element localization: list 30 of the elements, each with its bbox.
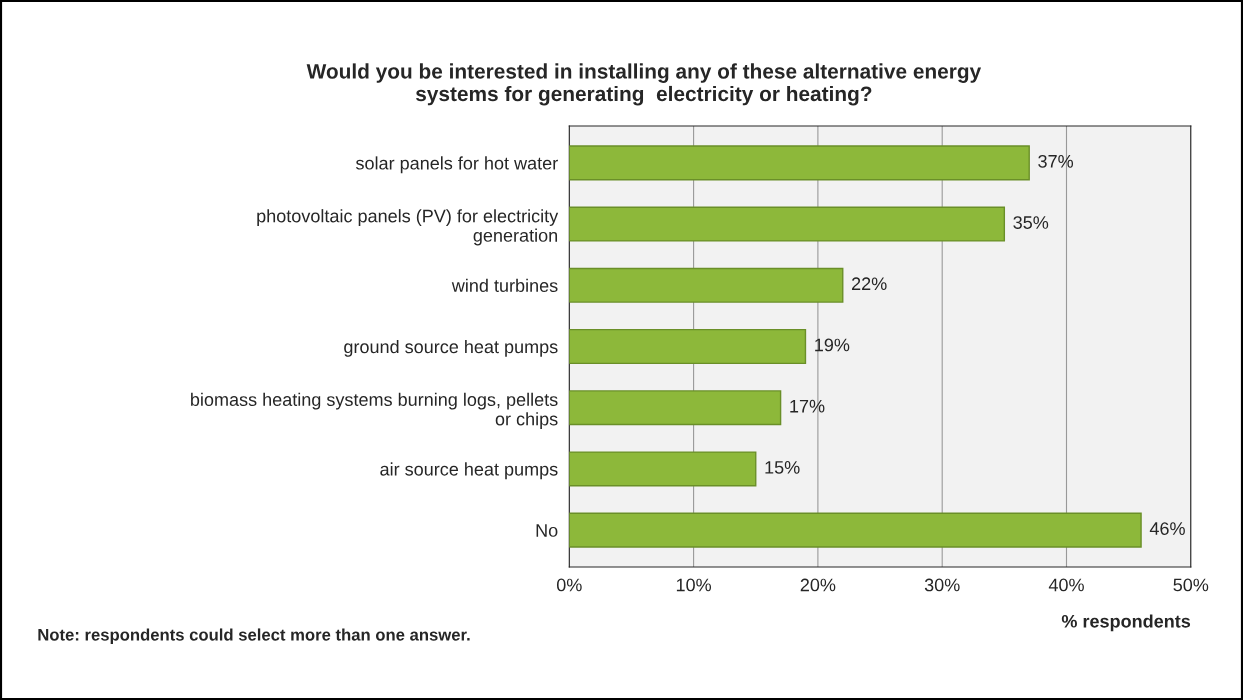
data-label: 17% (790, 399, 825, 413)
bar (569, 328, 807, 365)
x-tick-label: 50% (1173, 578, 1209, 592)
x-tick-label: 10% (676, 578, 712, 592)
y-tick-label: photovoltaic panels (PV) for electricity generation (257, 209, 559, 246)
y-tick-label: wind turbines (451, 278, 558, 293)
y-tick-label: biomass heating systems burning logs, pellets or chips (191, 392, 558, 430)
y-tick-label: air source heat pumps (380, 462, 558, 480)
x-tick-label: 20% (800, 578, 836, 592)
data-label: 35% (1013, 216, 1049, 229)
x-axis-title: % respondents (1061, 614, 1191, 632)
data-label: 46% (1149, 522, 1185, 535)
bar (569, 390, 782, 426)
bar (569, 145, 1030, 181)
data-label: 19% (815, 338, 850, 352)
bar (569, 206, 1006, 242)
x-tick-label: 40% (1048, 578, 1084, 592)
x-tick-label: 30% (924, 578, 960, 592)
data-label: 22% (852, 277, 887, 291)
bar (569, 512, 1142, 548)
data-label: 37% (1038, 154, 1074, 168)
y-tick-label: ground source heat pumps (344, 339, 558, 357)
text: Note: respondents could select more than one answer. (38, 628, 470, 644)
x-tick-label: 0% (556, 578, 582, 592)
data-label: 15% (765, 461, 800, 474)
bar (569, 451, 757, 487)
y-tick-label: No (536, 524, 558, 537)
y-tick-label: solar panels for hot water (355, 156, 558, 174)
bar (569, 267, 844, 303)
chart-title: Would you be interested in installing any of these alternative energy systems for generating electricity or heating? (306, 63, 982, 106)
